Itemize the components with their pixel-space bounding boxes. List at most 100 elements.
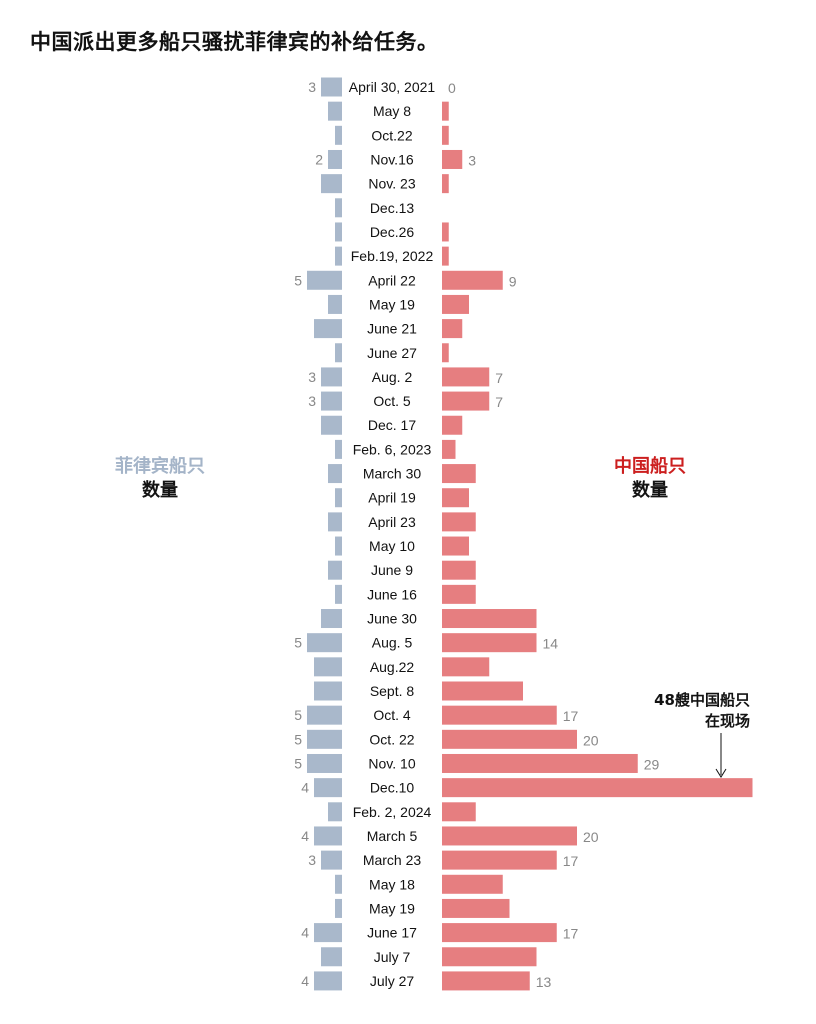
philippines-value-label: 3 [308,79,316,95]
china-legend-subtitle: 数量 [632,480,668,501]
china-value-label: 0 [448,80,456,96]
philippines-bar [307,753,342,773]
date-label: Nov.16 [370,151,414,167]
date-label: April 30, 2021 [349,79,436,95]
philippines-value-label: 4 [301,973,309,989]
date-label: June 30 [367,611,417,627]
china-bar [442,633,537,653]
philippines-value-label: 5 [294,707,302,723]
date-label: March 30 [363,466,422,482]
date-label: March 23 [363,852,422,868]
philippines-value-label: 5 [294,272,302,288]
philippines-bar [335,536,342,556]
date-label: Oct.22 [371,127,412,143]
date-label: Nov. 23 [368,176,415,192]
philippines-bar [328,464,342,484]
date-label: Aug. 5 [372,635,413,651]
date-label: June 17 [367,925,417,941]
philippines-bar [314,971,342,991]
china-bar [442,681,523,701]
china-bar [442,584,476,604]
philippines-legend-subtitle: 数量 [142,480,178,501]
china-bar [442,850,557,870]
philippines-bar [335,246,342,266]
philippines-bar [321,391,342,411]
philippines-bar [328,560,342,580]
date-label: June 9 [371,562,413,578]
philippines-bar [335,898,342,918]
date-label: Nov. 10 [368,755,415,771]
date-label: Oct. 4 [373,707,411,723]
philippines-value-label: 4 [301,925,309,941]
philippines-bar [321,415,342,435]
philippines-bar [307,729,342,749]
peak-annotation: 48艘中国船只 在现场 [600,690,750,732]
date-label: July 27 [370,973,415,989]
china-bar [442,705,557,725]
date-label: Feb. 2, 2024 [353,804,432,820]
philippines-bar [321,947,342,967]
philippines-bar [314,923,342,943]
china-value-label: 3 [468,152,476,168]
philippines-bar [321,367,342,387]
date-label: June 27 [367,345,417,361]
peak-annotation-line2: 在现场 [704,712,750,730]
china-value-label: 17 [563,708,579,724]
china-legend: 中国船只 数量 [590,455,710,503]
date-label: Sept. 8 [370,683,415,699]
date-label: May 19 [369,296,415,312]
date-label: Aug. 2 [372,369,413,385]
date-label: Oct. 22 [369,731,414,747]
china-value-label: 9 [509,273,517,289]
china-bar [442,657,490,677]
china-bar [442,971,530,991]
philippines-bar [335,874,342,894]
china-bar [442,367,490,387]
date-label: Dec.26 [370,224,415,240]
philippines-bar [314,657,342,677]
china-bar [442,802,476,822]
china-legend-title: 中国船只 [614,456,686,477]
china-bar [442,947,537,967]
china-bar [442,149,463,169]
china-bar [442,609,537,629]
philippines-bar [335,198,342,218]
china-bar [442,439,456,459]
date-label: Dec.10 [370,780,415,796]
china-bar [442,246,449,266]
page-title: 中国派出更多船只骚扰菲律宾的补给任务。 [30,30,439,54]
philippines-bar [328,149,342,169]
china-bar [442,343,449,363]
philippines-bar [314,681,342,701]
philippines-bar [335,488,342,508]
china-bar [442,560,476,580]
philippines-legend: 菲律宾船只 数量 [100,455,220,503]
china-bar [442,729,577,749]
philippines-bar [314,826,342,846]
date-label: April 19 [368,490,416,506]
philippines-legend-title: 菲律宾船只 [115,456,205,477]
china-bar [442,536,469,556]
philippines-value-label: 3 [308,369,316,385]
date-label: Dec.13 [370,200,415,216]
china-bar [442,174,449,194]
china-bar [442,294,469,314]
china-bar [442,753,638,773]
philippines-value-label: 5 [294,755,302,771]
china-value-label: 17 [563,853,579,869]
china-bar [442,874,503,894]
philippines-bar [335,343,342,363]
china-bar [442,415,463,435]
china-bar [442,464,476,484]
china-value-label: 17 [563,926,579,942]
date-label: June 21 [367,321,417,337]
philippines-bar [314,778,342,798]
philippines-value-label: 5 [294,731,302,747]
peak-annotation-line1: 48艘中国船只 [654,691,750,709]
china-bar [442,488,469,508]
china-bar [442,125,449,145]
china-value-label: 13 [536,974,552,990]
philippines-bar [321,77,342,97]
china-bar [442,826,577,846]
